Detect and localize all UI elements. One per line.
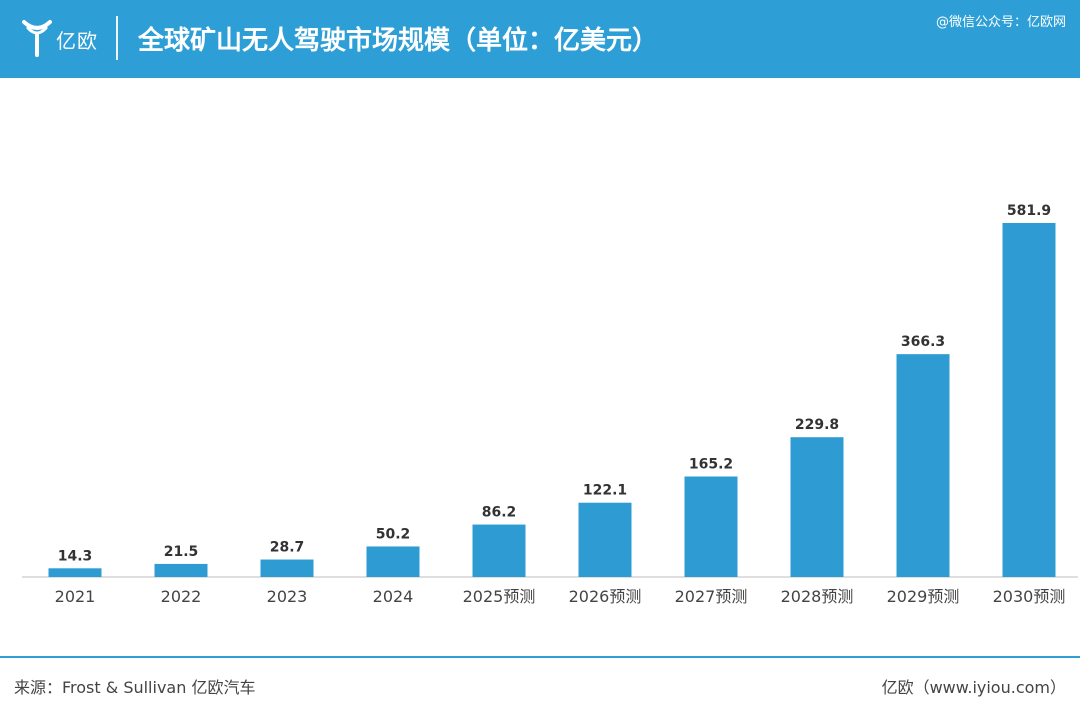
header-banner: 亿欧 全球矿山无人驾驶市场规模（单位：亿美元） @微信公众号：亿欧网 — [0, 0, 1080, 78]
logo-y-icon — [22, 20, 52, 57]
bars-group — [48, 223, 1056, 577]
category-label-2023: 2023 — [267, 587, 308, 606]
value-label-2025预测: 86.2 — [482, 505, 517, 521]
value-label-2026预测: 122.1 — [583, 483, 627, 499]
category-labels-group: 2021 2022 2023 2024 2025预测 2026预测 2027预测 2028预测… — [55, 587, 1066, 606]
value-label-2028预测: 229.8 — [795, 417, 839, 433]
bar-2022 — [154, 563, 208, 577]
category-label-2025预测: 2025预测 — [463, 587, 536, 606]
category-label-2026预测: 2026预测 — [569, 587, 642, 606]
value-label-2030预测: 581.9 — [1007, 203, 1051, 219]
value-label-2029预测: 366.3 — [901, 334, 945, 350]
logo-text: 亿欧 — [56, 29, 98, 53]
bar-2021 — [48, 568, 102, 577]
brand-logo: 亿欧 — [22, 18, 122, 58]
bar-2026预测 — [578, 502, 632, 577]
bar-2027预测 — [684, 476, 738, 577]
bar-2025预测 — [472, 524, 526, 577]
value-labels-group: 14.3 21.5 28.7 50.2 86.2 122.1 165.2 229.8 366.3… — [58, 203, 1051, 564]
value-label-2022: 21.5 — [164, 544, 199, 560]
bar-2030预测 — [1002, 223, 1056, 577]
bar-2023 — [260, 559, 314, 577]
chart-title: 全球矿山无人驾驶市场规模（单位：亿美元） — [138, 26, 659, 56]
value-label-2023: 28.7 — [270, 540, 305, 556]
wechat-watermark: @微信公众号：亿欧网 — [935, 15, 1066, 30]
source-text: 来源：Frost & Sullivan 亿欧汽车 — [14, 678, 256, 697]
value-label-2024: 50.2 — [376, 526, 411, 542]
bar-2024 — [366, 546, 420, 577]
category-label-2030预测: 2030预测 — [993, 587, 1066, 606]
category-label-2027预测: 2027预测 — [675, 587, 748, 606]
bar-2028预测 — [790, 437, 844, 577]
value-label-2021: 14.3 — [58, 548, 93, 564]
value-label-2027预测: 165.2 — [689, 457, 733, 473]
bar-chart: 14.3 21.5 28.7 50.2 86.2 122.1 165.2 229.8 366.3… — [0, 78, 1080, 638]
category-label-2028预测: 2028预测 — [781, 587, 854, 606]
bar-chart-svg: 14.3 21.5 28.7 50.2 86.2 122.1 165.2 229.8 366.3… — [22, 203, 1078, 606]
category-label-2024: 2024 — [373, 587, 414, 606]
header-divider — [116, 16, 118, 60]
category-label-2021: 2021 — [55, 587, 96, 606]
site-url: 亿欧（www.iyiou.com） — [881, 678, 1066, 697]
category-label-2029预测: 2029预测 — [887, 587, 960, 606]
bar-2029预测 — [896, 354, 950, 577]
footer-divider — [0, 656, 1080, 658]
category-label-2022: 2022 — [161, 587, 202, 606]
